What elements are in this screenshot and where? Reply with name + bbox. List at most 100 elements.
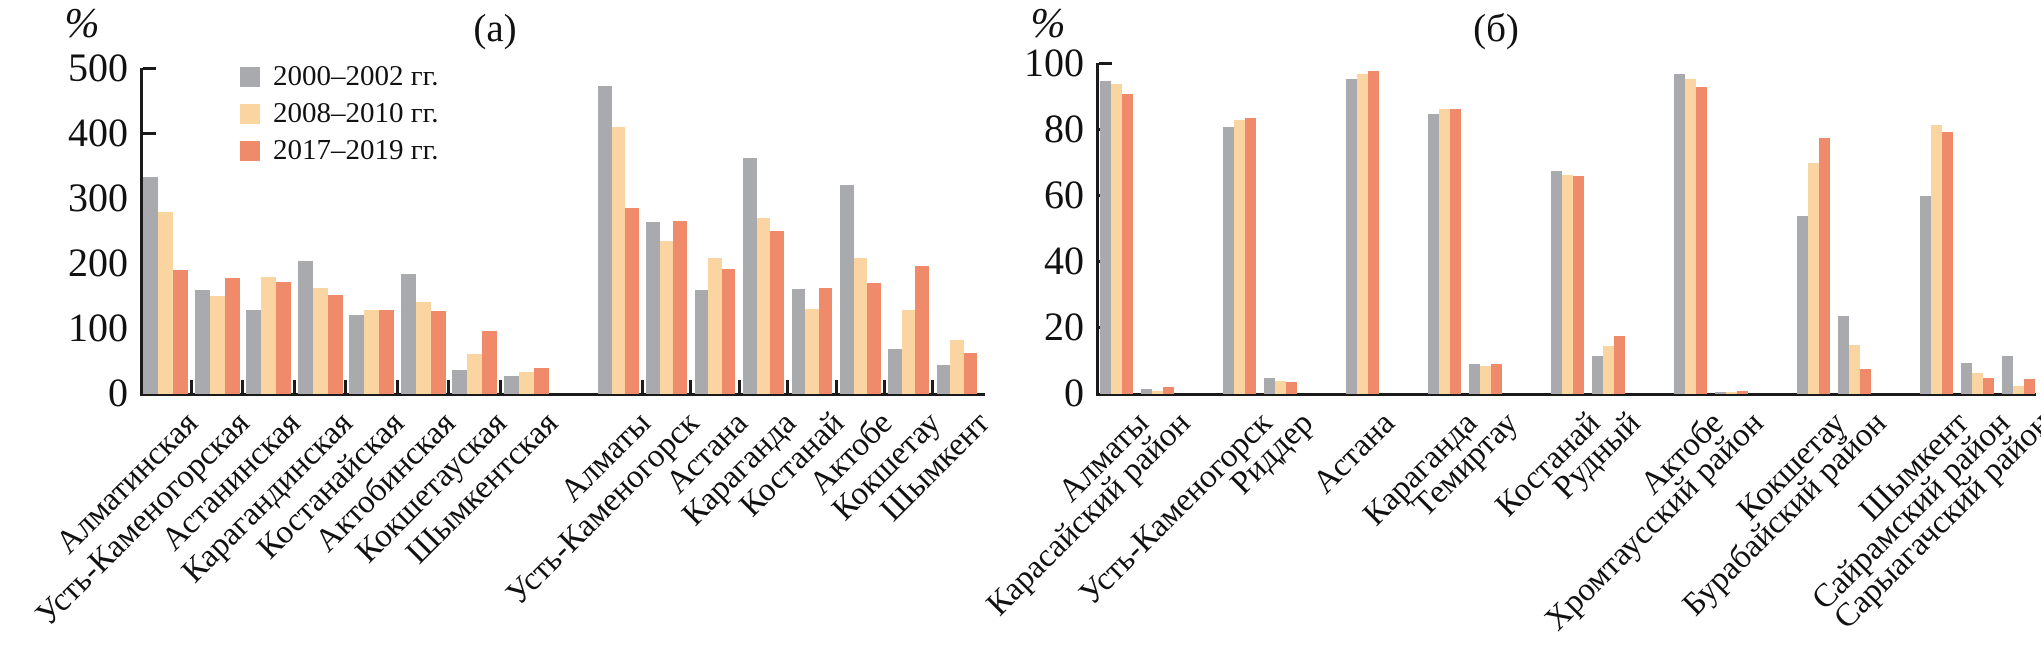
bar bbox=[1808, 163, 1819, 394]
bar bbox=[1439, 108, 1450, 394]
bar bbox=[1346, 78, 1357, 394]
bar bbox=[1245, 118, 1256, 394]
y-tick-label: 0 bbox=[108, 370, 128, 415]
x-axis bbox=[140, 393, 985, 396]
x-tick bbox=[498, 380, 502, 393]
legend-swatch bbox=[240, 66, 260, 87]
bar bbox=[1685, 78, 1696, 394]
legend-item: 2008–2010 гг. bbox=[240, 95, 439, 132]
legend: 2000–2002 гг. 2008–2010 гг. 2017–2019 гг. bbox=[240, 58, 439, 169]
bar bbox=[430, 310, 446, 394]
legend-swatch bbox=[240, 103, 260, 124]
bar bbox=[1614, 336, 1625, 394]
bar bbox=[1100, 80, 1111, 394]
y-tick-label: 100 bbox=[68, 305, 128, 350]
bar bbox=[1141, 389, 1152, 394]
x-tick bbox=[447, 380, 451, 393]
y-axis bbox=[1096, 63, 1099, 396]
bar bbox=[452, 369, 467, 394]
bar bbox=[1603, 346, 1614, 394]
bar bbox=[1480, 365, 1491, 394]
y-tick-label: 0 bbox=[1064, 370, 1084, 415]
bar bbox=[915, 265, 929, 394]
bar bbox=[1163, 387, 1174, 394]
x-tick bbox=[189, 380, 193, 393]
bar bbox=[276, 282, 291, 394]
y-tick bbox=[143, 66, 156, 70]
x-tick bbox=[344, 380, 348, 393]
bar bbox=[963, 353, 978, 394]
y-tick-label: 200 bbox=[68, 240, 128, 285]
x-axis bbox=[1096, 393, 2036, 396]
legend-label: 2000–2002 гг. bbox=[273, 60, 439, 92]
bar bbox=[1111, 83, 1122, 394]
bar bbox=[194, 290, 210, 394]
legend-item: 2017–2019 гг. bbox=[240, 132, 439, 169]
bar bbox=[1674, 73, 1685, 394]
bar bbox=[1264, 377, 1275, 394]
bar bbox=[950, 340, 964, 394]
bar bbox=[598, 85, 612, 394]
bar bbox=[518, 371, 534, 394]
bar bbox=[1696, 87, 1707, 394]
bar bbox=[673, 221, 687, 394]
panel-a-y-axis-unit-label: % bbox=[64, 1, 100, 47]
y-tick-label: 400 bbox=[68, 110, 128, 155]
bar bbox=[1122, 93, 1133, 394]
panel-b-title: (б) bbox=[1473, 7, 1519, 50]
panel-b-y-axis-unit-label: % bbox=[1030, 1, 1066, 47]
y-tick-label: 300 bbox=[68, 175, 128, 220]
x-tick bbox=[786, 380, 790, 393]
y-tick-label: 60 bbox=[1044, 172, 1084, 217]
bar bbox=[224, 277, 240, 394]
bar bbox=[936, 364, 951, 394]
bar bbox=[1942, 131, 1953, 394]
legend-label: 2008–2010 гг. bbox=[273, 97, 439, 129]
bar bbox=[415, 301, 431, 394]
bar bbox=[158, 212, 173, 394]
bar bbox=[1469, 364, 1480, 394]
x-tick bbox=[292, 380, 296, 393]
bar bbox=[2013, 385, 2024, 394]
bar bbox=[1592, 356, 1603, 394]
y-axis bbox=[140, 68, 143, 396]
bar bbox=[743, 158, 757, 394]
bar bbox=[1920, 196, 1931, 394]
x-tick bbox=[241, 380, 245, 393]
bar bbox=[1234, 120, 1245, 394]
bar bbox=[327, 294, 343, 394]
bar bbox=[694, 290, 709, 394]
bar bbox=[840, 184, 854, 394]
bar bbox=[853, 257, 867, 394]
bar bbox=[2024, 379, 2035, 394]
x-tick bbox=[640, 380, 644, 393]
bar bbox=[246, 310, 261, 394]
bar bbox=[1286, 382, 1297, 394]
y-tick-label: 20 bbox=[1044, 304, 1084, 349]
bar bbox=[756, 217, 771, 394]
bar bbox=[364, 310, 379, 394]
bar bbox=[503, 376, 519, 394]
y-tick-label: 500 bbox=[68, 45, 128, 90]
bar bbox=[1275, 380, 1286, 394]
bar bbox=[1223, 126, 1234, 394]
bar bbox=[312, 288, 328, 394]
bar bbox=[467, 353, 482, 394]
bar bbox=[708, 257, 722, 394]
bar bbox=[1715, 392, 1726, 394]
bar bbox=[1797, 215, 1808, 394]
bar bbox=[1726, 392, 1737, 394]
bar bbox=[770, 230, 784, 394]
bar bbox=[1368, 70, 1379, 394]
bar bbox=[261, 277, 276, 394]
bar bbox=[297, 260, 313, 394]
bar bbox=[1819, 138, 1830, 394]
y-tick-label: 80 bbox=[1044, 106, 1084, 151]
y-tick-label: 40 bbox=[1044, 238, 1084, 283]
x-tick bbox=[931, 380, 935, 393]
x-tick bbox=[882, 380, 886, 393]
bar bbox=[625, 208, 639, 394]
x-tick bbox=[689, 380, 693, 393]
